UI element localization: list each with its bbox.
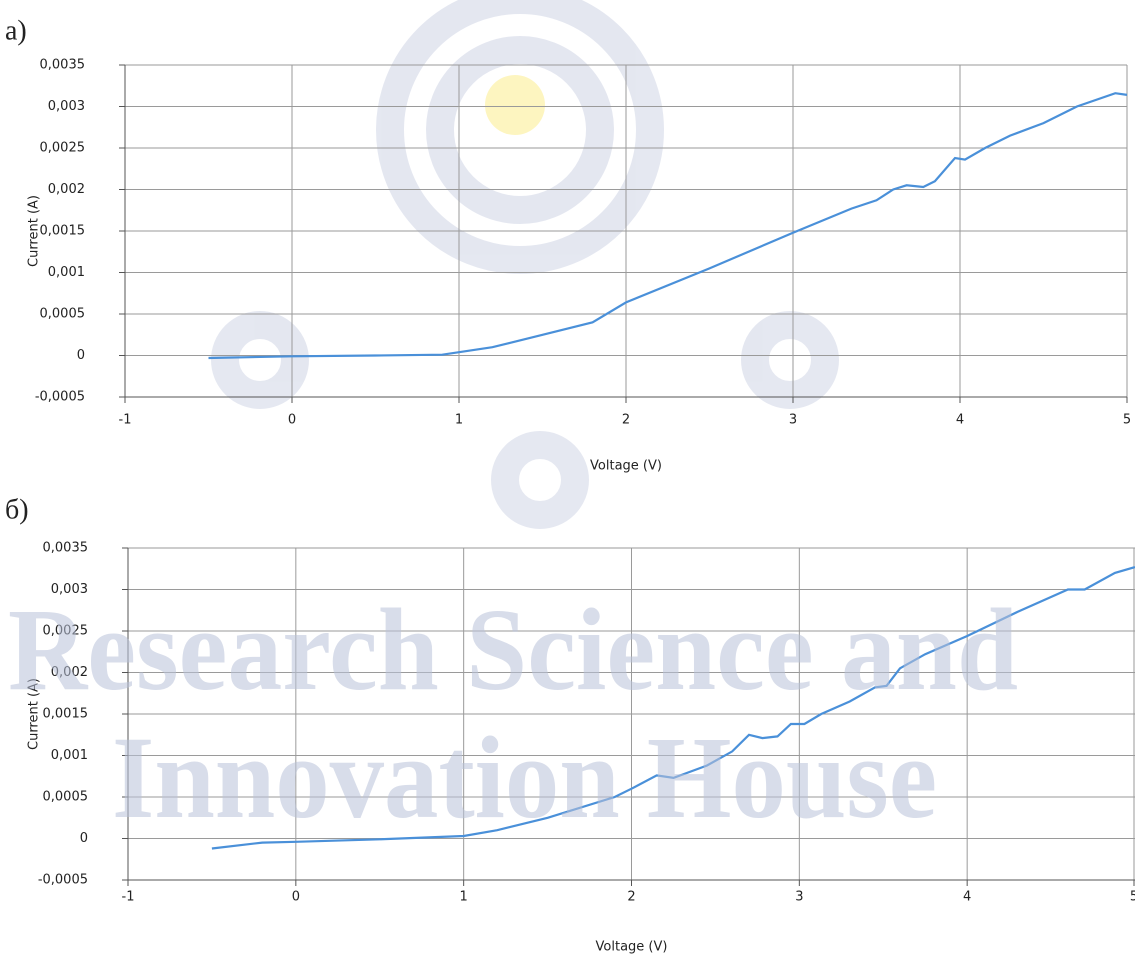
data-line [208,92,1128,360]
y-axis-title: Current (A) [27,195,42,267]
y-tick-label: 0 [77,348,85,363]
x-tick-label: 0 [292,890,300,905]
y-tick-label: 0,0005 [43,790,89,805]
y-tick-label: 0,003 [51,582,88,597]
y-tick-label: 0,001 [48,265,85,280]
x-tick-label: 1 [455,413,463,428]
x-tick-label: 3 [789,413,797,428]
y-tick-label: 0,0005 [40,307,86,322]
x-axis-title: Voltage (V) [590,459,662,474]
y-tick-label: 0,0025 [40,141,86,156]
y-tick-label: 0,0035 [43,541,89,556]
panel-label: б) [5,494,29,525]
y-tick-label: 0,0015 [43,707,89,722]
watermark-text: Research Science and [8,584,1018,715]
logo-watermark [211,0,839,529]
x-tick-label: -1 [122,890,135,905]
x-tick-label: 5 [1123,413,1131,428]
logo-bulb [485,75,545,135]
x-tick-label: 0 [288,413,296,428]
x-tick-label: 4 [963,890,971,905]
y-tick-label: 0,001 [51,748,88,763]
y-axis-title: Current (A) [27,678,42,750]
x-tick-label: 3 [795,890,803,905]
y-tick-label: 0 [80,831,88,846]
y-tick-label: 0,002 [51,665,88,680]
y-tick-label: 0,0035 [40,58,86,73]
data-line [211,566,1135,850]
x-tick-label: 5 [1130,890,1135,905]
panel-label: а) [5,15,27,46]
y-tick-label: 0,0025 [43,624,89,639]
y-tick-label: 0,003 [48,99,85,114]
y-tick-label: -0,0005 [35,390,85,405]
y-tick-label: 0,002 [48,182,85,197]
x-axis-title: Voltage (V) [596,940,668,955]
x-tick-label: 2 [627,890,635,905]
x-tick-label: 2 [622,413,630,428]
x-tick-label: 4 [956,413,964,428]
x-tick-label: 1 [460,890,468,905]
watermark-text: Innovation House [112,712,937,843]
x-tick-label: -1 [119,413,132,428]
y-tick-label: -0,0005 [38,873,88,888]
y-tick-label: 0,0015 [40,224,86,239]
charts: а)-0,000500,00050,0010,00150,0020,00250,… [5,15,1135,955]
